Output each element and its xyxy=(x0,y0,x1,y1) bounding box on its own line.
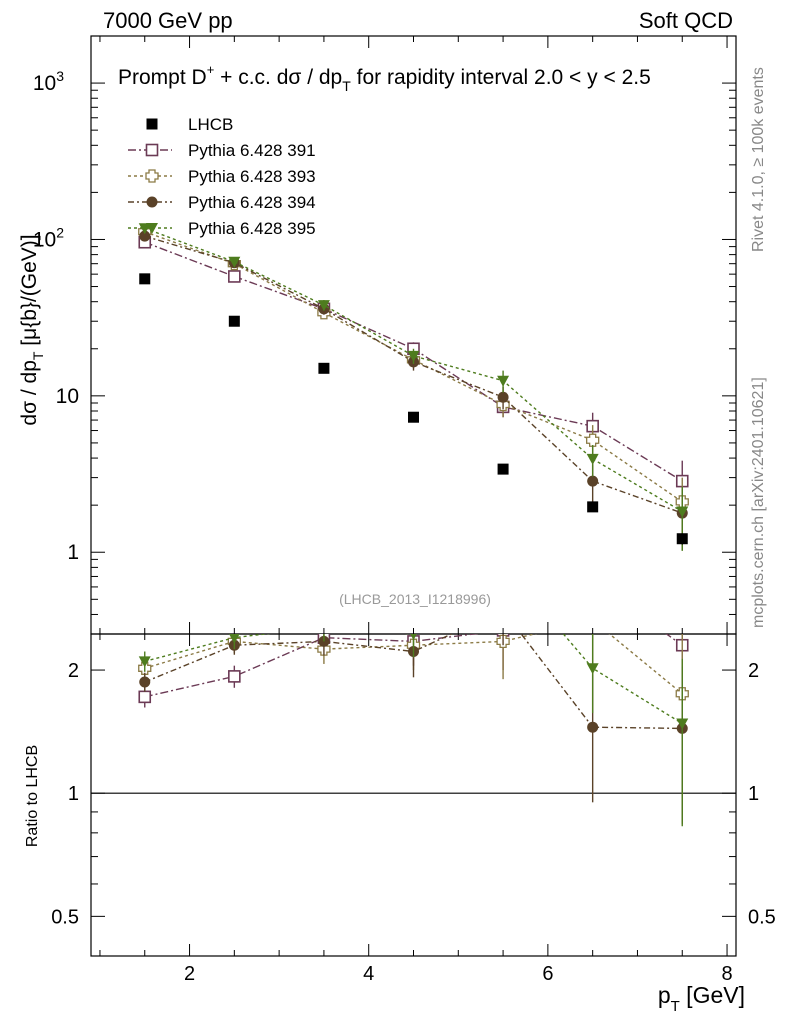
legend-entry: Pythia 6.428 394 xyxy=(128,193,316,212)
data-point xyxy=(497,463,509,475)
rivet-label: Rivet 4.1.0, ≥ 100k events xyxy=(750,67,767,252)
x-tick-label: 8 xyxy=(721,963,732,985)
y-tick-label: 103 xyxy=(33,68,64,95)
ratio-y-tick-label: 2 xyxy=(68,660,79,682)
ratio-series-pythia-6-428-394 xyxy=(139,605,688,825)
x-tick-label: 6 xyxy=(542,963,553,985)
legend-marker xyxy=(146,196,158,208)
ratio-point xyxy=(138,656,151,668)
mcplots-label: mcplots.cern.ch [arXiv:2401.10621] xyxy=(750,377,767,628)
data-point xyxy=(317,300,330,312)
legend-marker xyxy=(146,118,158,130)
data-point xyxy=(228,315,240,327)
ratio-point xyxy=(586,663,599,675)
ratio-point xyxy=(138,690,152,704)
y-tick-label: 10 xyxy=(56,385,79,408)
ratio-point xyxy=(587,576,598,587)
legend-entry: LHCB xyxy=(146,115,233,134)
legend: LHCB Pythia 6.428 391 Pythia 6.428 393 Pyth… xyxy=(128,115,316,238)
series-pythia-6-428-393 xyxy=(138,225,689,540)
ratio-y-tick-label-right: 1 xyxy=(748,783,759,805)
series-pythia-6-428-395 xyxy=(138,223,689,551)
data-point xyxy=(497,391,509,403)
legend-entry: Pythia 6.428 393 xyxy=(128,167,316,186)
data-point xyxy=(228,270,241,283)
ratio-y-tick-label-right: 0.5 xyxy=(748,906,776,928)
series-lhcb xyxy=(139,273,688,545)
legend-label: LHCB xyxy=(188,115,233,134)
ratio-point xyxy=(229,634,240,644)
ratio-point xyxy=(228,670,241,683)
main-y-axis-label: dσ / dpT [μ{b}/(GeV)] xyxy=(18,234,46,425)
ratio-y-tick-label: 1 xyxy=(68,783,79,805)
axes-group: 2 4 6 8 1 10 102 103 0.5 0.5 1 1 2 2 xyxy=(33,35,776,985)
data-point xyxy=(676,533,688,545)
ratio-point xyxy=(139,676,151,688)
data-point xyxy=(586,453,599,465)
data-point xyxy=(587,501,599,513)
legend-entry: Pythia 6.428 391 xyxy=(128,141,316,160)
legend-entry: Pythia 6.428 395 xyxy=(128,219,316,238)
ratio-series-group xyxy=(138,558,689,827)
data-point xyxy=(228,256,241,268)
data-point xyxy=(408,411,419,423)
legend-marker xyxy=(145,169,159,183)
x-tick-label: 2 xyxy=(184,963,195,985)
data-point xyxy=(497,375,510,387)
ratio-point xyxy=(410,634,417,640)
x-tick-label: 4 xyxy=(363,963,374,985)
ratio-point xyxy=(587,614,599,626)
x-axis-label: pT [GeV] xyxy=(658,982,745,1015)
series-line xyxy=(144,235,683,514)
data-point xyxy=(586,433,600,447)
main-title: Prompt D+ + c.c. dσ / dpT for rapidity i… xyxy=(118,62,651,94)
ratio-point xyxy=(498,605,509,616)
series-pythia-6-428-391 xyxy=(138,235,689,511)
y-tick-label: 102 xyxy=(33,224,64,251)
ratio-y-tick-label-right: 2 xyxy=(748,660,759,682)
analysis-watermark: (LHCB_2013_I1218996) xyxy=(339,591,491,607)
main-series-group xyxy=(138,223,689,551)
legend-label: Pythia 6.428 395 xyxy=(188,219,316,238)
y-tick-label: 1 xyxy=(67,541,79,564)
legend-marker xyxy=(145,143,159,157)
ratio-series-pythia-6-428-395 xyxy=(138,558,689,827)
header-right: Soft QCD xyxy=(639,8,733,33)
data-point xyxy=(139,273,151,285)
data-point xyxy=(676,506,689,518)
header-left: 7000 GeV pp xyxy=(103,8,233,33)
data-point xyxy=(318,362,330,374)
ratio-point xyxy=(676,718,689,730)
ratio-panel-frame xyxy=(90,633,737,957)
legend-label: Pythia 6.428 391 xyxy=(188,141,316,160)
ratio-series-pythia-6-428-393 xyxy=(138,614,689,823)
legend-marker xyxy=(146,223,158,234)
ratio-point xyxy=(497,558,509,569)
series-pythia-6-428-394 xyxy=(139,230,688,551)
legend-label: Pythia 6.428 394 xyxy=(188,193,316,212)
data-point xyxy=(407,350,420,362)
legend-label: Pythia 6.428 393 xyxy=(188,167,316,186)
ratio-y-tick-label: 0.5 xyxy=(51,906,79,928)
ratio-point xyxy=(587,721,599,733)
data-point xyxy=(587,475,599,487)
data-point xyxy=(139,230,151,242)
ratio-y-axis-label: Ratio to LHCB xyxy=(24,745,41,847)
